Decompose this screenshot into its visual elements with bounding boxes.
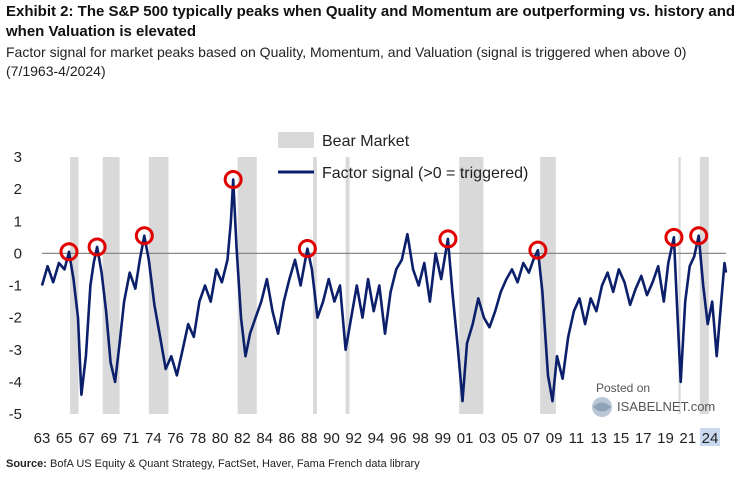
y-tick-label: -1 xyxy=(9,278,22,295)
x-tick-label: 78 xyxy=(190,430,207,447)
legend-label-bear-market: Bear Market xyxy=(322,133,410,150)
y-tick-label: 2 xyxy=(14,181,22,198)
source-text: BofA US Equity & Quant Strategy, FactSet… xyxy=(46,458,420,470)
peak-marker xyxy=(59,242,79,262)
peak-marker xyxy=(87,237,107,257)
legend-label-factor-signal: Factor signal (>0 = triggered) xyxy=(322,165,528,182)
factor-signal-series xyxy=(40,178,728,403)
x-tick-label: 86 xyxy=(279,430,296,447)
y-tick-label: 1 xyxy=(14,213,22,230)
x-tick-label: 90 xyxy=(323,430,340,447)
x-tick-label: 05 xyxy=(501,430,518,447)
source-note: Source: BofA US Equity & Quant Strategy,… xyxy=(6,458,420,470)
peak-marker xyxy=(438,229,458,249)
x-tick-label: 98 xyxy=(412,430,429,447)
x-tick-label: 99 xyxy=(434,430,451,447)
peak-marker xyxy=(664,227,684,247)
y-tick-label: 3 xyxy=(14,149,22,166)
x-tick-label: 94 xyxy=(368,430,385,447)
peak-marker xyxy=(297,239,317,259)
x-tick-label: 09 xyxy=(546,430,563,447)
y-tick-label: -4 xyxy=(9,374,22,391)
peak-marker xyxy=(134,226,154,246)
x-tick-label: 96 xyxy=(390,430,407,447)
x-tick-label: 80 xyxy=(212,430,229,447)
peak-marker xyxy=(528,240,548,260)
x-tick-label: 19 xyxy=(657,430,674,447)
x-tick-label: 74 xyxy=(145,430,162,447)
x-tick-label: 92 xyxy=(345,430,362,447)
x-tick-label: 21 xyxy=(679,430,696,447)
bear-market-band xyxy=(540,157,556,414)
legend-swatch-bear-market xyxy=(278,132,314,148)
watermark-posted-on: Posted on xyxy=(596,381,650,395)
x-tick-label: 82 xyxy=(234,430,251,447)
x-tick-label: 71 xyxy=(123,430,140,447)
bear-market-bands xyxy=(70,157,709,414)
isabelnet-watermark: Posted on ISABELNET.com xyxy=(592,381,715,417)
globe-icon-detail xyxy=(593,402,611,412)
y-axis-ticks: 3 2 1 0 -1 -2 -3 -4 -5 xyxy=(9,149,22,423)
y-tick-label: 0 xyxy=(14,245,22,262)
source-label: Source: xyxy=(6,458,47,470)
x-tick-label: 76 xyxy=(167,430,184,447)
x-tick-label: 69 xyxy=(100,430,117,447)
bear-market-band xyxy=(237,157,257,414)
chart-title: Exhibit 2: The S&P 500 typically peaks w… xyxy=(6,3,736,40)
y-tick-label: -3 xyxy=(9,342,22,359)
factor-signal-line xyxy=(40,178,728,403)
x-tick-label: 84 xyxy=(256,430,273,447)
bear-market-band xyxy=(345,157,350,414)
y-tick-label: -2 xyxy=(9,310,22,327)
x-tick-label: 65 xyxy=(56,430,73,447)
watermark-site: ISABELNET.com xyxy=(617,399,715,414)
x-tick-label: 88 xyxy=(301,430,318,447)
peak-marker xyxy=(689,226,709,246)
x-tick-label: 13 xyxy=(590,430,607,447)
chart-subtitle: Factor signal for market peaks based on … xyxy=(6,44,687,79)
x-tick-label: 07 xyxy=(524,430,541,447)
bear-market-band xyxy=(102,157,120,414)
peak-marker xyxy=(223,169,243,189)
x-tick-label: 15 xyxy=(613,430,630,447)
legend: Bear Market Factor signal (>0 = triggere… xyxy=(278,132,528,182)
x-axis-ticks: 63 65 67 69 71 74 76 78 80 82 84 86 88 90 92 94 96 98 99 01… xyxy=(34,428,720,447)
x-tick-label: 03 xyxy=(479,430,496,447)
x-tick-label: 01 xyxy=(457,430,474,447)
x-tick-highlight xyxy=(700,428,720,446)
x-tick-label: 11 xyxy=(569,430,585,447)
x-tick-label: 67 xyxy=(78,430,95,447)
peak-markers xyxy=(59,169,709,262)
x-tick-label: 63 xyxy=(34,430,51,447)
bear-market-band xyxy=(459,157,484,414)
x-tick-label: 24 xyxy=(702,430,719,447)
y-tick-label: -5 xyxy=(9,406,22,423)
x-tick-label: 17 xyxy=(635,430,652,447)
bear-market-band xyxy=(678,157,681,414)
